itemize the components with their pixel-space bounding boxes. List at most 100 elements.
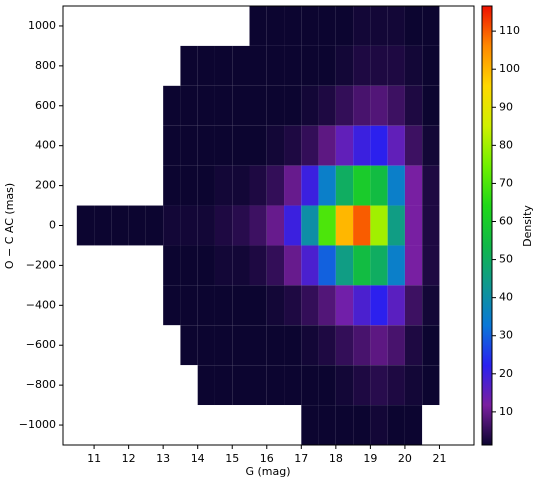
cell [353,205,371,246]
cell [76,125,95,166]
cell [266,165,285,206]
cell [163,245,181,286]
x-tick-label: 20 [398,452,412,465]
cell [76,205,95,246]
x-tick-label: 15 [225,452,239,465]
cell [128,205,146,246]
x-tick-label: 14 [191,452,205,465]
cell [266,365,285,406]
cell [232,45,250,86]
cell [318,165,336,206]
cell [301,245,319,286]
cell [284,205,302,246]
cell [439,285,457,326]
cell [76,325,95,366]
cell [128,165,146,206]
cell [318,285,336,326]
cell [163,285,181,326]
cell [387,125,405,166]
cell [180,285,198,326]
cell [422,245,440,286]
cell [214,85,233,126]
cell [422,125,440,166]
cell [353,405,371,445]
colorbar-tick-label: 20 [499,367,513,380]
cell [422,165,440,206]
cell [353,245,371,286]
cell [404,285,423,326]
cell [266,85,285,126]
cell [387,405,405,445]
cell [318,245,336,286]
cell [128,125,146,166]
cell [284,405,302,445]
cell [145,165,164,206]
cell [284,165,302,206]
cell [370,165,388,206]
cell [94,125,112,166]
cell [232,285,250,326]
cell [249,245,267,286]
cell [439,245,457,286]
y-tick-label: 200 [35,179,56,192]
cell [456,125,474,166]
cell [145,325,164,366]
cell [335,285,354,326]
cell [404,365,423,406]
cell [318,365,336,406]
cell [76,6,95,46]
cell [335,205,354,246]
cell [439,365,457,406]
cell [456,205,474,246]
y-tick-label: −600 [26,338,56,351]
cell [197,245,215,286]
cell [370,405,388,445]
cell [404,405,423,445]
colorbar-tick-label: 40 [499,291,513,304]
colorbar-tick-label: 10 [499,405,513,418]
y-tick-label: 600 [35,99,56,112]
cell [145,85,164,126]
cell [197,405,215,445]
x-tick-label: 11 [87,452,101,465]
cell [249,165,267,206]
cell [232,205,250,246]
x-tick-label: 17 [294,452,308,465]
cell [370,6,388,46]
cell [266,285,285,326]
cell [370,245,388,286]
cell [387,165,405,206]
cell [353,45,371,86]
cell [301,365,319,406]
cell [266,45,285,86]
cell [76,245,95,286]
cell [284,45,302,86]
y-tick-label: 800 [35,59,56,72]
cell [439,6,457,46]
cell [387,45,405,86]
cell [422,285,440,326]
cell [180,85,198,126]
cell [456,405,474,445]
cell [111,325,129,366]
cell [404,245,423,286]
cell [284,125,302,166]
colorbar-tick-label: 90 [499,100,513,113]
cell [266,405,285,445]
cell [94,285,112,326]
y-tick-label: 0 [49,219,56,232]
cell [94,365,112,406]
cell [335,165,354,206]
cell [180,365,198,406]
cell [284,325,302,366]
cell [353,285,371,326]
cell [456,165,474,206]
cell [180,325,198,366]
x-axis-label: G (mag) [245,465,290,478]
cell [301,45,319,86]
cell [111,245,129,286]
cell [180,245,198,286]
cell [404,325,423,366]
cell [301,325,319,366]
cell [456,45,474,86]
